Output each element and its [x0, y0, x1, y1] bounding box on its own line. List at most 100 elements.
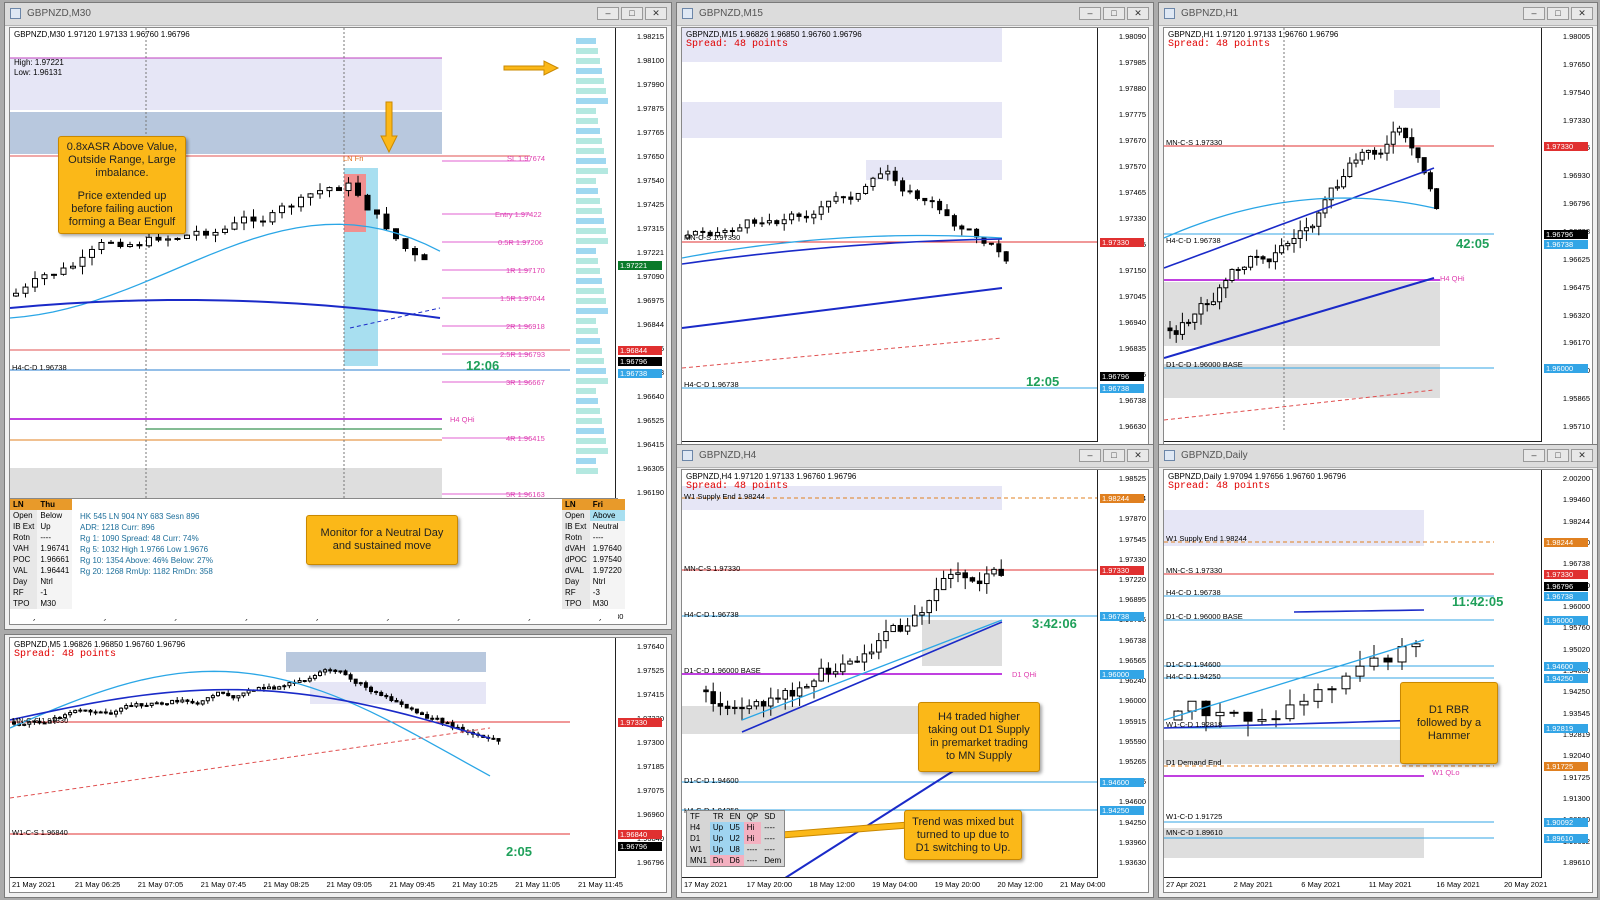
table-cell: M30 [37, 598, 73, 609]
titlebar[interactable]: GBPNZD,M30 – □ ✕ [5, 3, 671, 26]
candle-body [1383, 657, 1393, 663]
price-marker: 1.96840 [618, 830, 662, 839]
price-tick-label: 1.89610 [1562, 858, 1590, 867]
titlebar[interactable]: GBPNZD,Daily – □ ✕ [1159, 445, 1597, 468]
candle-body [789, 689, 796, 697]
stats-line: HK 545 LN 904 NY 683 Sesn 896 [80, 512, 200, 521]
time-axis[interactable]: 27 Apr 2021 2 May 2021 6 May 2021 11 May 20… [1164, 877, 1547, 892]
candle-body [1310, 225, 1316, 229]
maximize-button[interactable]: □ [1103, 449, 1125, 462]
chart-area[interactable]: GBPNZD,M15 1.96826 1.96850 1.96760 1.967… [681, 27, 1149, 457]
maximize-button[interactable]: □ [621, 7, 643, 20]
tpo-block [576, 128, 600, 134]
time-tick-label: 20 May 12:00 [997, 880, 1043, 889]
time-tick-label: 2 May 2021 [1233, 880, 1273, 889]
chart-canvas[interactable] [10, 638, 618, 882]
price-tick-label: 1.96835 [1118, 344, 1146, 353]
price-axis[interactable]: 1.985251.982441.978701.975451.973301.972… [1097, 470, 1148, 878]
candle-body [744, 219, 750, 229]
window-h4[interactable]: GBPNZD,H4 – □ ✕ GBPNZD,H4 1.97120 1.9713… [676, 444, 1154, 898]
price-axis[interactable]: 1.98090 1.97985 1.97880 1.97775 1.97670 1.975… [1097, 28, 1148, 442]
price-axis[interactable]: 2.002001.994601.982441.973301.967381.965… [1541, 470, 1592, 878]
moving-average-line [10, 688, 491, 740]
titlebar[interactable]: GBPNZD,H4 – □ ✕ [677, 445, 1153, 468]
stats-line: Rg 1: 1090 Spread: 48 Curr: 74% [80, 534, 199, 543]
annotation-note: Trend was mixed but turned to up due to … [904, 810, 1022, 860]
window-m15[interactable]: GBPNZD,M15 – □ ✕ GBPNZD,M15 1.96826 1.96… [676, 2, 1154, 462]
tpo-block [576, 278, 602, 284]
candle-body [317, 190, 323, 195]
moving-average-line [682, 287, 1003, 329]
maximize-button[interactable]: □ [1103, 7, 1125, 20]
candle-body [885, 170, 891, 175]
candle-body [796, 213, 802, 217]
price-marker: 1.96000 [1100, 670, 1144, 679]
session-stats: HK 545 LN 904 NY 683 Sesn 896 ADR: 1218 … [80, 511, 213, 577]
candle-body [1299, 700, 1309, 706]
candle-body [312, 675, 317, 679]
candle-body [1187, 700, 1197, 712]
price-marker: 1.96000 [1544, 364, 1588, 373]
candle-body [876, 640, 882, 653]
candle-body [93, 711, 98, 714]
candle-body [318, 671, 322, 677]
price-marker: 1.94600 [1544, 662, 1588, 671]
tpo-block [576, 88, 606, 94]
minimize-button[interactable]: – [1523, 7, 1545, 20]
price-tick-label: 1.96796 [1562, 199, 1590, 209]
chart-area[interactable]: GBPNZD,M5 1.96826 1.96850 1.96760 1.9679… [9, 637, 667, 893]
close-button[interactable]: ✕ [1127, 7, 1149, 20]
titlebar[interactable]: GBPNZD,M15 – □ ✕ [677, 3, 1153, 26]
candle-body [707, 231, 713, 237]
window-m5[interactable]: GBPNZD,M5 1.96826 1.96850 1.96760 1.9679… [4, 634, 672, 898]
price-tick-label: 1.91300 [1562, 794, 1590, 803]
note-line: imbalance. [95, 167, 149, 179]
table-header: LN [10, 499, 38, 510]
close-button[interactable]: ✕ [1127, 449, 1149, 462]
tpo-block [576, 418, 602, 424]
maximize-button[interactable]: □ [1547, 449, 1569, 462]
close-button[interactable]: ✕ [1571, 449, 1593, 462]
window-m30[interactable]: GBPNZD,M30 – □ ✕ GBPNZD,M30 1.97120 1.97… [4, 2, 672, 630]
price-axis[interactable]: 1.980051.976501.975401.973301.971851.969… [1541, 28, 1592, 442]
chart-area[interactable]: GBPNZD,M30 1.97120 1.97133 1.96760 1.967… [9, 27, 667, 625]
minimize-button[interactable]: – [597, 7, 619, 20]
minimize-button[interactable]: – [1079, 7, 1101, 20]
price-tick-label: 1.97545 [1118, 534, 1146, 544]
window-h1[interactable]: GBPNZD,H1 – □ ✕ GBPNZD,H1 1.97120 1.9713… [1158, 2, 1598, 462]
minimize-button[interactable]: – [1523, 449, 1545, 462]
time-axis[interactable]: 17 May 2021 17 May 20:00 18 May 12:00 19 Ma… [682, 877, 1105, 892]
chart-canvas[interactable] [10, 28, 618, 518]
minimize-button[interactable]: – [1079, 449, 1101, 462]
symbol-header: GBPNZD,Daily 1.97094 1.97656 1.96760 1.9… [1168, 472, 1346, 481]
window-title: GBPNZD,H1 [1181, 8, 1239, 19]
titlebar[interactable]: GBPNZD,H1 – □ ✕ [1159, 3, 1597, 26]
candle-body [363, 682, 368, 688]
time-tick-label: 19 May 04:00 [872, 880, 918, 889]
close-button[interactable]: ✕ [645, 7, 667, 20]
maximize-button[interactable]: □ [1547, 7, 1569, 20]
time-tick-label: 19 May 20:00 [934, 880, 981, 889]
candle-body [302, 680, 307, 683]
chart-area[interactable]: GBPNZD,H1 1.97120 1.97133 1.96760 1.9679… [1163, 27, 1593, 457]
note-line: D1 switching to Up. [915, 841, 1011, 854]
tpo-block [576, 308, 608, 314]
time-axis[interactable]: 21 May 2021 21 May 06:25 21 May 07:05 21 Ma… [10, 877, 623, 892]
chart-canvas[interactable] [682, 28, 1100, 444]
window-daily[interactable]: GBPNZD,Daily – □ ✕ GBPNZD,Daily 1.97094 … [1158, 444, 1598, 898]
price-axis[interactable]: 1.97640 1.97525 1.97415 1.97330 1.97300 1.971… [615, 638, 666, 878]
chart-canvas[interactable] [1164, 28, 1544, 444]
tpo-block [576, 268, 600, 274]
candle-body [389, 696, 394, 701]
candle-body [1272, 252, 1278, 263]
chart-canvas[interactable] [1164, 470, 1544, 880]
table-cell: Up [709, 833, 727, 844]
chart-area[interactable]: GBPNZD,Daily 1.97094 1.97656 1.96760 1.9… [1163, 469, 1593, 893]
table-cell: W1 [690, 845, 702, 854]
candle-body [1353, 159, 1359, 164]
close-button[interactable]: ✕ [1571, 7, 1593, 20]
chart-area[interactable]: GBPNZD,H4 1.97120 1.97133 1.96760 1.9679… [681, 469, 1149, 893]
price-tick-label: 1.97985 [1118, 58, 1146, 67]
table-header: EN [729, 812, 741, 821]
tpo-block [576, 258, 598, 264]
